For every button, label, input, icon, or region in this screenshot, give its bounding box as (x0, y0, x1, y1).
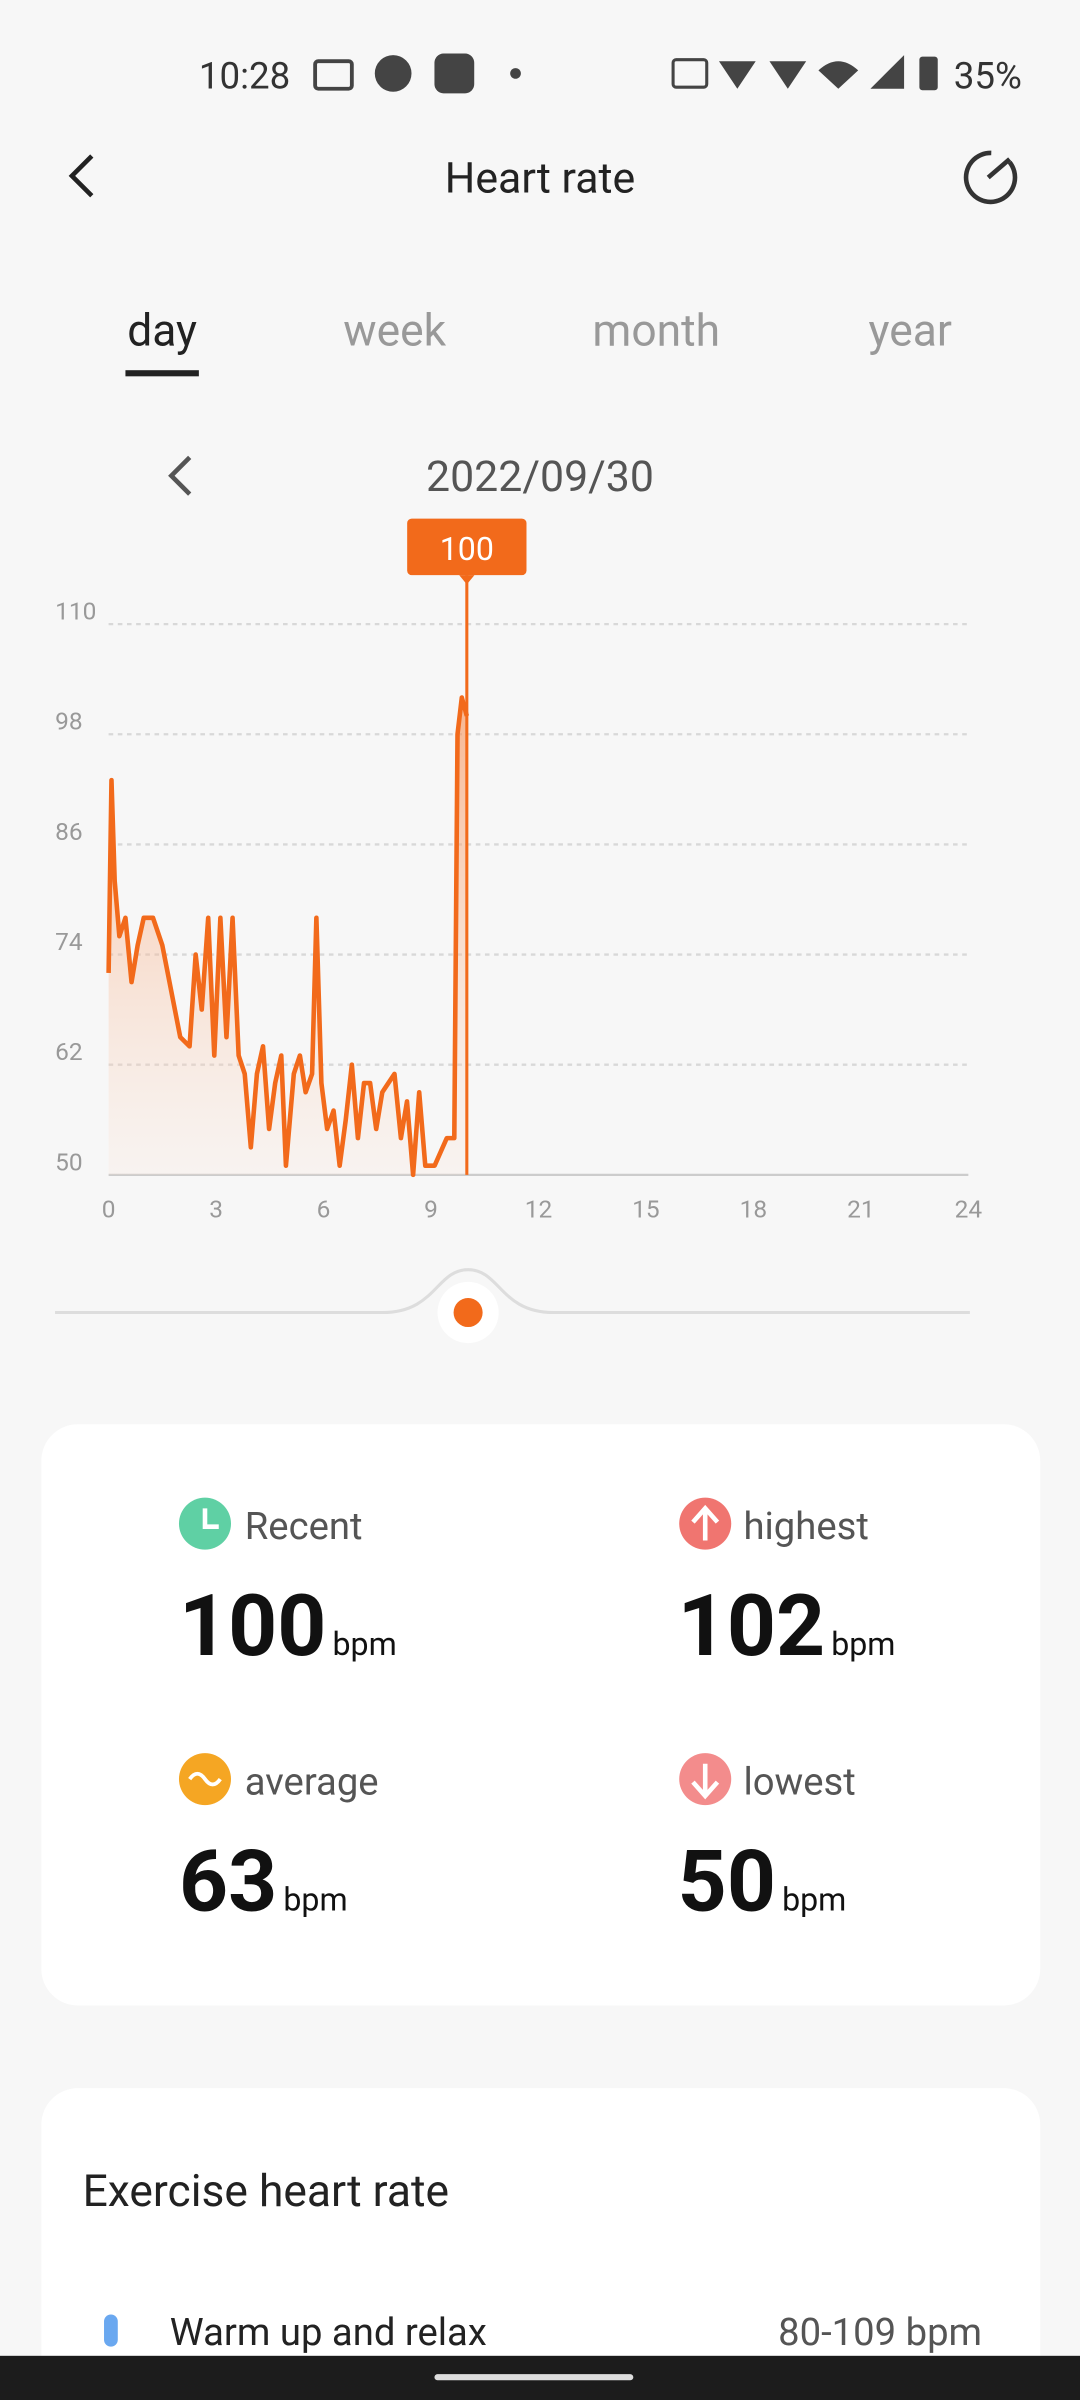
icon-glyph (691, 1763, 720, 1800)
y-tick-label: 62 (55, 1037, 83, 1066)
unit: bpm (333, 1625, 397, 1663)
chart: 50 62 74 86 98 110 0 3 6 9 12 15 18 21 24 100 (55, 518, 983, 1224)
y-tick-label: 110 (55, 597, 96, 626)
value: 50 (678, 1832, 776, 1932)
icon-glyph (188, 1771, 222, 1787)
y-tick-label: 74 (55, 927, 83, 956)
stat-label: Recent (245, 1505, 363, 1549)
stat-label: lowest (743, 1760, 855, 1804)
x-tick-label: 15 (632, 1195, 660, 1224)
stat-value: 50 bpm (678, 1832, 847, 1932)
x-tick-label: 3 (209, 1195, 223, 1224)
cursor-label: 100 (440, 530, 494, 568)
exercise-card (41, 2088, 1041, 2400)
stat-label: average (245, 1760, 379, 1804)
y-tick-label: 86 (55, 817, 83, 846)
status-battery: 35% (954, 55, 1022, 98)
x-tick-label: 24 (955, 1195, 983, 1224)
x-tick-label: 12 (525, 1195, 553, 1224)
value: 63 (179, 1832, 277, 1932)
tab[interactable]: week (343, 305, 446, 357)
x-tick-label: 21 (847, 1195, 875, 1224)
status-time: 10:28 (199, 55, 290, 98)
line (106, 695, 470, 1178)
unit: bpm (283, 1881, 347, 1919)
slider-dot (453, 1297, 483, 1328)
icon-glyph (202, 1508, 219, 1529)
unit: bpm (782, 1881, 846, 1919)
unit: bpm (831, 1625, 895, 1663)
tab-underline (125, 370, 199, 377)
value: 102 (678, 1576, 825, 1676)
x-tick-label: 18 (740, 1195, 768, 1224)
date: 2022/09/30 (426, 452, 654, 502)
prev-date[interactable] (168, 455, 192, 496)
zone-name: Warm up and relax (170, 2311, 487, 2355)
y-tick-label: 50 (55, 1147, 83, 1176)
page-title: Heart rate (445, 154, 635, 204)
home-indicator[interactable] (434, 2374, 634, 2381)
stat-label: highest (743, 1505, 868, 1549)
tab[interactable]: month (592, 305, 720, 357)
stat-value: 63 bpm (179, 1832, 348, 1932)
x-tick-label: 6 (317, 1195, 331, 1224)
tab[interactable]: year (869, 305, 952, 357)
exercise-title: Exercise heart rate (83, 2165, 449, 2217)
stats-card (41, 1424, 1041, 2006)
stat-value: 100 bpm (179, 1576, 397, 1676)
zone-marker (104, 2314, 118, 2347)
x-tick-label: 0 (102, 1195, 116, 1224)
area (108, 697, 467, 1175)
back-button[interactable] (68, 154, 94, 198)
tab[interactable]: day (127, 305, 197, 357)
value: 100 (179, 1576, 326, 1676)
status-icons (313, 53, 938, 94)
slider-track (55, 1268, 970, 1315)
cursor-tooltip (407, 518, 527, 576)
zone-range: 80-109 bpm (778, 2311, 982, 2355)
y-tick-label: 98 (55, 707, 83, 736)
x-tick-label: 9 (424, 1195, 438, 1224)
tooltip-pointer (459, 575, 475, 585)
icon-glyph (691, 1504, 720, 1541)
stat-value: 102 bpm (678, 1576, 896, 1676)
refresh-button[interactable] (963, 150, 1018, 205)
